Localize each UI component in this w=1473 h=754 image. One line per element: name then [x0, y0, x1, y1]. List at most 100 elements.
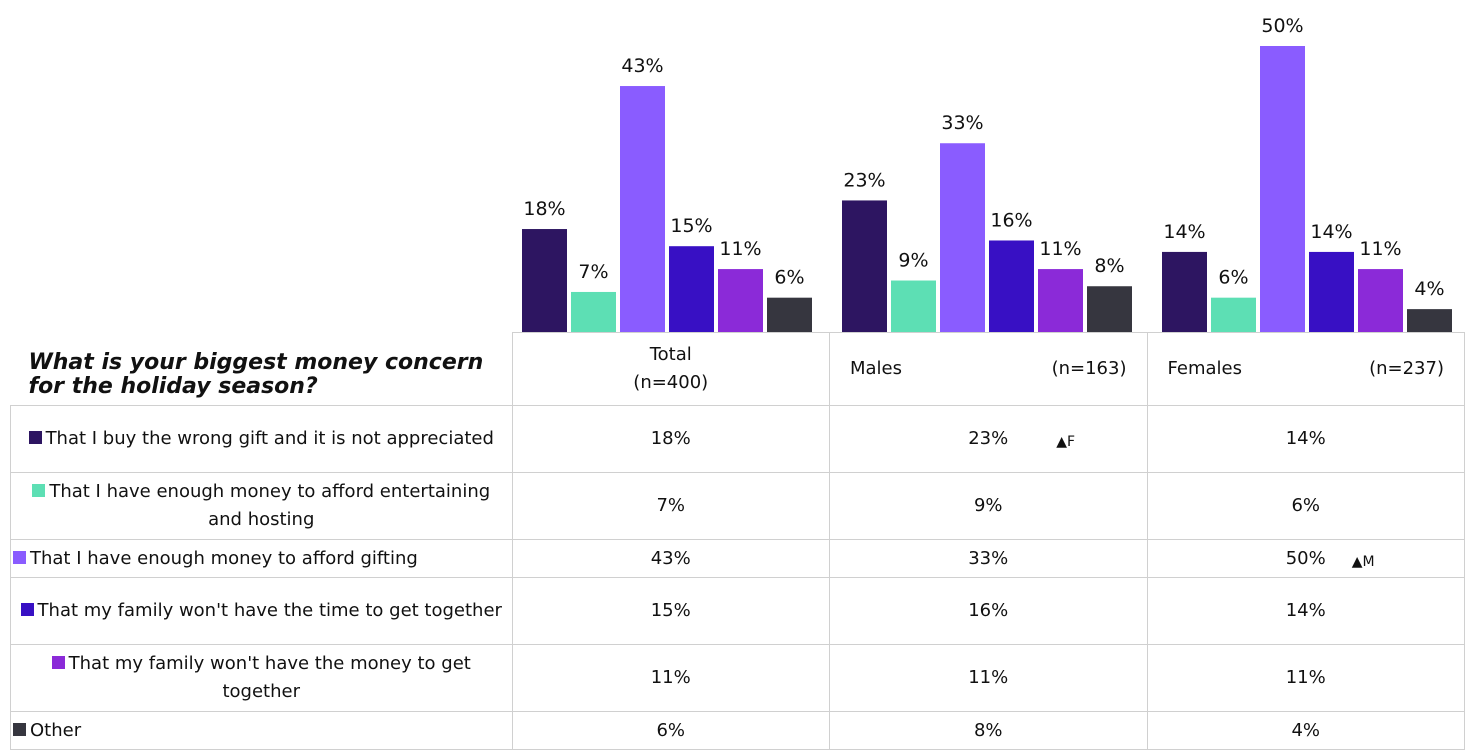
bar	[1309, 251, 1354, 332]
data-label: 15%	[670, 215, 712, 237]
data-label: 6%	[1218, 267, 1248, 289]
data-table: What is your biggest money concern for t…	[10, 332, 1465, 750]
data-label: 50%	[1261, 15, 1303, 37]
value-text: 33%	[968, 547, 1009, 569]
value-cell: 11%	[829, 644, 1148, 712]
value-text: 9%	[973, 495, 1003, 516]
bar	[767, 297, 812, 332]
data-label: 14%	[1310, 221, 1352, 243]
data-row: That I have enough money to afford enter…	[10, 472, 1465, 540]
bar	[571, 291, 616, 332]
header-content: Females (n=237)	[1154, 355, 1459, 383]
data-row: That my family won't have the money to g…	[10, 644, 1465, 712]
significance-marker: ▲F	[1056, 434, 1076, 450]
value-text: 23% ▲F	[968, 428, 1075, 450]
bar	[1211, 297, 1256, 332]
legend-swatch	[28, 431, 42, 444]
value-text: 50% ▲M	[1286, 548, 1375, 570]
header-content: Males (n=163)	[836, 355, 1141, 383]
chart: 18% 7% 43% 15% 11% 6% 23% 9% 33% 16% 11% 8% 14% 6% 50%…	[522, 15, 1452, 332]
value-text: 6%	[1291, 495, 1321, 516]
data-label: 14%	[1163, 221, 1205, 243]
column-header: Males (n=163)	[829, 332, 1148, 406]
bar	[669, 246, 714, 332]
value-cell: 6%	[1146, 472, 1465, 540]
row-label: That my family won't have the time to ge…	[10, 577, 513, 645]
value-cell: 15%	[511, 577, 830, 645]
value-cell: 14%	[1146, 577, 1465, 645]
data-label: 43%	[621, 55, 663, 77]
data-label: 18%	[523, 198, 565, 220]
bar	[1260, 46, 1305, 332]
bar	[1358, 269, 1403, 332]
value-cell: 7%	[511, 472, 830, 540]
legend-swatch	[20, 603, 34, 616]
data-row: That I buy the wrong gift and it is not …	[10, 405, 1465, 473]
group-name: Males	[850, 358, 903, 379]
data-label: 7%	[578, 261, 608, 283]
data-label: 11%	[719, 238, 761, 260]
bar	[891, 280, 936, 332]
value-text: 15%	[650, 600, 691, 621]
data-label: 4%	[1414, 278, 1444, 300]
value-text: 14%	[1285, 428, 1326, 449]
bar	[718, 269, 763, 332]
data-label: 6%	[774, 267, 804, 289]
bar	[940, 143, 985, 332]
bar	[522, 229, 567, 332]
legend-label: That my family won't have the time to ge…	[37, 600, 502, 621]
data-row: Other 6% 8% 4%	[10, 711, 1465, 750]
bar	[989, 240, 1034, 332]
bar	[1162, 251, 1207, 332]
value-cell: 6%	[511, 711, 830, 750]
bar	[842, 200, 887, 332]
legend-swatch	[51, 656, 65, 669]
value-text: 16%	[968, 600, 1009, 621]
legend-label: That my family won't have the money to g…	[68, 653, 471, 702]
group-note: (n=400)	[633, 372, 709, 393]
value-cell: 23% ▲F	[829, 405, 1148, 473]
bar	[1038, 269, 1083, 332]
header-row: What is your biggest money concern for t…	[10, 332, 1465, 406]
value-text: 11%	[1285, 667, 1326, 688]
value-text: 14%	[1285, 600, 1326, 621]
data-label: 23%	[843, 169, 885, 191]
value-text: 8%	[973, 719, 1003, 741]
row-label: That my family won't have the money to g…	[10, 644, 513, 712]
row-label: That I buy the wrong gift and it is not …	[10, 405, 513, 473]
legend-swatch	[32, 484, 46, 497]
value-text: 6%	[656, 719, 686, 741]
row-label: Other	[10, 711, 513, 750]
header-content: Total (n=400)	[519, 341, 824, 397]
data-label: 11%	[1359, 238, 1401, 260]
data-label: 11%	[1039, 238, 1081, 260]
value-cell: 9%	[829, 472, 1148, 540]
value-cell: 43%	[511, 539, 830, 578]
data-label: 16%	[990, 209, 1032, 231]
value-text: 43%	[650, 547, 691, 569]
legend-label: That I buy the wrong gift and it is not …	[45, 428, 494, 449]
value-text: 11%	[968, 667, 1009, 688]
value-text: 4%	[1291, 719, 1321, 741]
value-cell: 50% ▲M	[1146, 539, 1465, 578]
value-cell: 16%	[829, 577, 1148, 645]
row-label: That I have enough money to afford gifti…	[10, 539, 513, 578]
value-cell: 11%	[1146, 644, 1465, 712]
legend-label: That I have enough money to afford gifti…	[30, 547, 418, 569]
row-label: That I have enough money to afford enter…	[10, 472, 513, 540]
value-cell: 8%	[829, 711, 1148, 750]
legend-swatch	[13, 550, 26, 564]
value-cell: 11%	[511, 644, 830, 712]
legend-swatch	[13, 722, 26, 736]
value-text: 11%	[650, 667, 691, 688]
value-text: 18%	[650, 428, 691, 449]
significance-marker: ▲M	[1351, 553, 1375, 570]
group-name: Females	[1167, 358, 1242, 379]
value-text: 7%	[656, 495, 686, 516]
group-note: (n=237)	[1369, 358, 1444, 379]
value-cell: 14%	[1146, 405, 1465, 473]
value-cell: 18%	[511, 405, 830, 473]
data-row: That my family won't have the time to ge…	[10, 577, 1465, 645]
column-header: Females (n=237)	[1146, 332, 1465, 406]
data-label: 33%	[941, 112, 983, 134]
